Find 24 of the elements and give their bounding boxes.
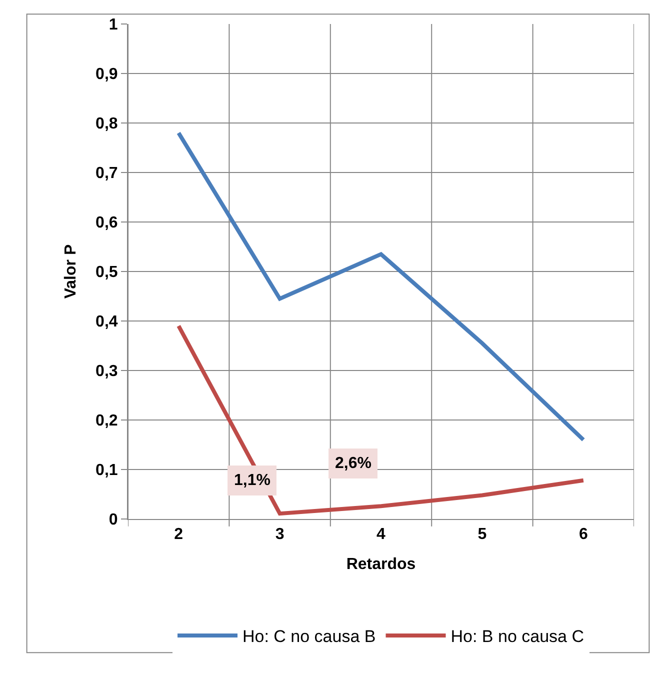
- y-tick-label: 0,4: [96, 314, 118, 331]
- y-tick-label: 0,8: [96, 116, 118, 133]
- x-tick-label: 6: [578, 526, 588, 544]
- legend-label: Ho: B no causa C: [450, 627, 584, 646]
- annotation: 1,1%: [234, 472, 270, 489]
- x-tick-label: 5: [478, 526, 487, 544]
- y-tick-label: 0,2: [96, 412, 118, 430]
- line-series: [176, 324, 586, 516]
- y-tick-label: 0,5: [96, 264, 118, 282]
- line-series: [176, 130, 586, 442]
- y-tick-label: 0,1: [96, 462, 118, 480]
- x-axis-title: Retardos: [346, 556, 416, 573]
- x-tick-label: 4: [376, 526, 386, 544]
- y-tick-label: 0: [108, 512, 118, 529]
- y-tick-label: 0,9: [96, 66, 118, 84]
- y-tick-label: 0,6: [96, 214, 118, 232]
- legend-label: Ho: C no causa B: [242, 627, 376, 646]
- x-tick-label: 3: [275, 526, 284, 544]
- annotation: 2,6%: [335, 455, 372, 472]
- y-tick-label: 1: [108, 16, 118, 34]
- y-axis-title: Valor P: [62, 244, 80, 299]
- y-tick-label: 0,3: [96, 363, 118, 380]
- x-tick-label: 2: [174, 526, 184, 544]
- y-tick-label: 0,7: [96, 165, 118, 182]
